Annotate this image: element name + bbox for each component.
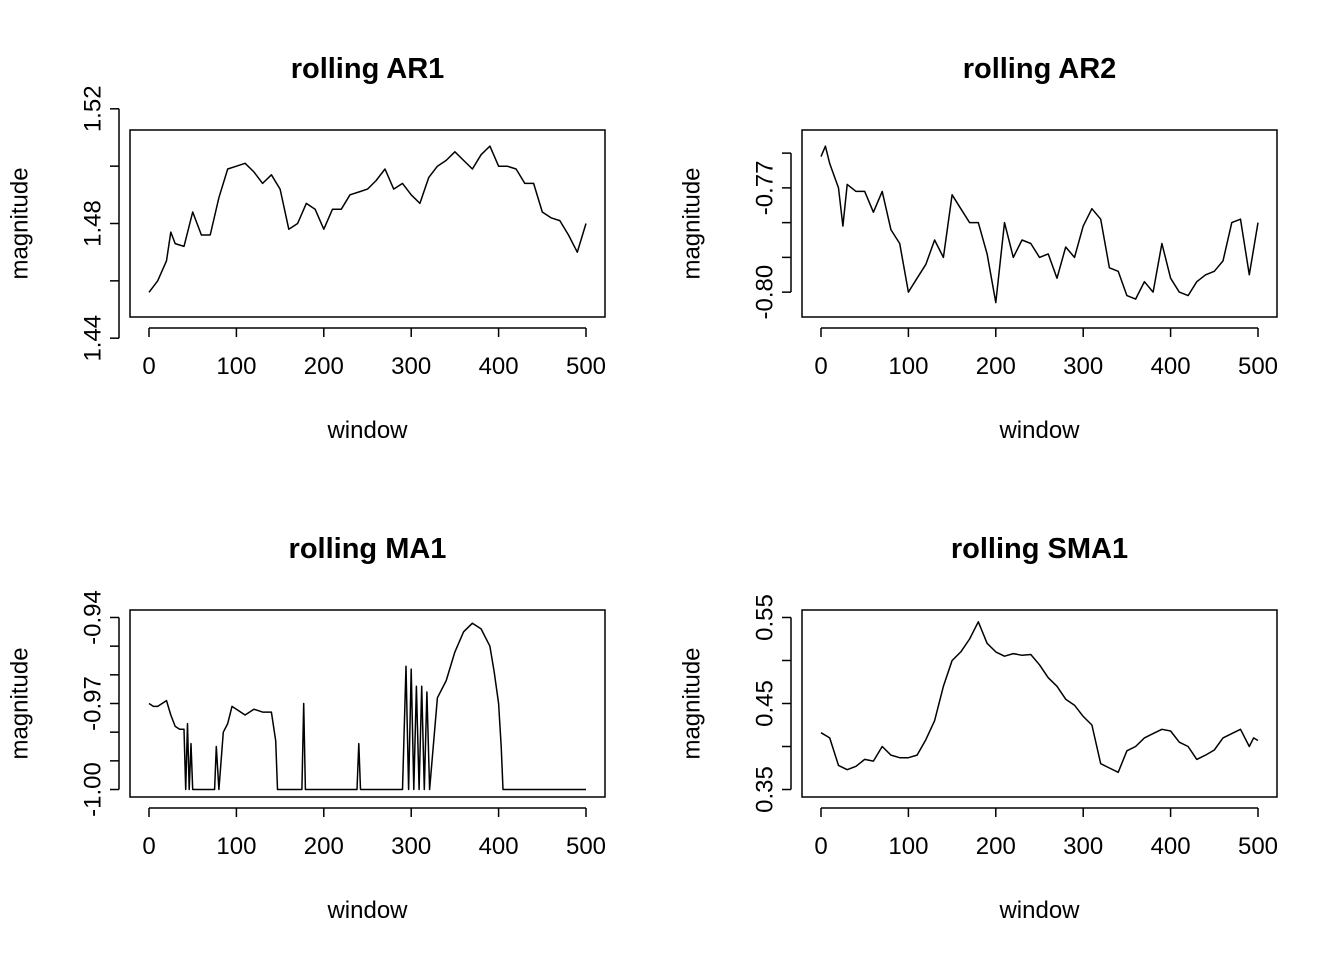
chart-2-x-tick-label: 500 — [1238, 353, 1278, 380]
chart-4: rolling SMA1 0 100 200 300 400 500 window 0.35 0.… — [679, 533, 1279, 924]
chart-3-y-tick-label: -1.00 — [80, 762, 107, 817]
chart-3-series-line — [148, 622, 586, 791]
chart-1-plot-frame — [129, 129, 606, 318]
chart-3-x-tick-label: 100 — [216, 833, 256, 860]
chart-3-y-tick-label: -0.97 — [80, 676, 107, 731]
chart-4-y-tick-label: 0.55 — [752, 594, 779, 641]
chart-2-y-tick-label: -0.80 — [752, 265, 779, 320]
chart-1-x-tick-label: 400 — [479, 353, 519, 380]
chart-1-x-tick-label: 100 — [216, 353, 256, 380]
chart-2-series-line — [820, 145, 1259, 304]
chart-4-x-tick-label: 0 — [814, 833, 827, 860]
chart-3-y-tick-label: -0.94 — [80, 590, 107, 645]
chart-2: rolling AR2 0 100 200 300 400 500 window -0.80 -0… — [679, 53, 1279, 444]
chart-2-x-axis-label: window — [998, 417, 1080, 444]
chart-2-y-axis-label: magnitude — [679, 167, 706, 279]
chart-4-x-axis-label: window — [998, 897, 1080, 924]
chart-1-y-axis-label: magnitude — [7, 167, 34, 279]
chart-1-x-axis-label: window — [326, 417, 408, 444]
chart-2-x-tick-label: 0 — [814, 353, 827, 380]
chart-4-x-tick-label: 400 — [1151, 833, 1191, 860]
chart-1-x-tick-label: 300 — [391, 353, 431, 380]
chart-1-series-line — [148, 145, 587, 293]
chart-4-x-tick-label: 500 — [1238, 833, 1278, 860]
chart-3-x-tick-label: 200 — [304, 833, 344, 860]
chart-4-y-tick-label: 0.45 — [752, 680, 779, 727]
chart-3-y-axis-label: magnitude — [7, 647, 34, 759]
chart-4-series-line — [820, 621, 1259, 774]
chart-3: rolling MA1 0 100 200 300 400 500 window -1.00 -0… — [7, 533, 607, 924]
chart-2-x-tick-label: 400 — [1151, 353, 1191, 380]
chart-3-x-tick-label: 0 — [142, 833, 155, 860]
chart-4-title: rolling SMA1 — [951, 533, 1128, 565]
chart-3-plot-frame — [129, 609, 606, 798]
chart-4-x-tick-label: 200 — [976, 833, 1016, 860]
chart-3-x-tick-label: 300 — [391, 833, 431, 860]
chart-4-y-tick-label: 0.35 — [752, 766, 779, 813]
chart-1-y-tick-label: 1.48 — [80, 200, 107, 247]
chart-1: rolling AR1 0 100 200 300 400 500 window 1.44 1.4… — [7, 53, 607, 444]
chart-3-x-axis-label: window — [326, 897, 408, 924]
chart-1-y-tick-label: 1.52 — [80, 85, 107, 132]
chart-1-y-tick-label: 1.44 — [80, 315, 107, 362]
chart-3-title: rolling MA1 — [289, 533, 447, 565]
chart-4-x-tick-label: 100 — [888, 833, 928, 860]
chart-4-y-axis-label: magnitude — [679, 647, 706, 759]
chart-2-x-tick-label: 300 — [1063, 353, 1103, 380]
chart-1-title: rolling AR1 — [291, 53, 445, 85]
chart-3-x-tick-label: 400 — [479, 833, 519, 860]
chart-1-x-tick-label: 0 — [142, 353, 155, 380]
chart-3-x-tick-label: 500 — [566, 833, 606, 860]
chart-4-x-tick-label: 300 — [1063, 833, 1103, 860]
chart-1-x-tick-label: 500 — [566, 353, 606, 380]
chart-2-y-tick-label: -0.77 — [752, 161, 779, 216]
chart-4-plot-frame — [801, 609, 1278, 798]
chart-2-x-tick-label: 100 — [888, 353, 928, 380]
chart-2-title: rolling AR2 — [963, 53, 1117, 85]
chart-2-x-tick-label: 200 — [976, 353, 1016, 380]
chart-2-plot-frame — [801, 129, 1278, 318]
chart-1-x-tick-label: 200 — [304, 353, 344, 380]
